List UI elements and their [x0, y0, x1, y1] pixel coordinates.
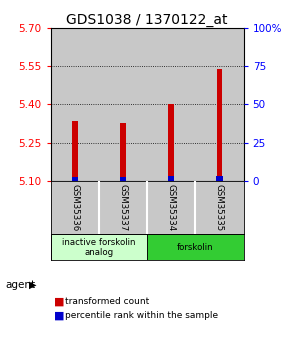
- Text: inactive forskolin
analog: inactive forskolin analog: [62, 238, 136, 257]
- Bar: [120, 177, 126, 181]
- Text: ■: ■: [54, 311, 64, 321]
- Bar: [147, 234, 244, 260]
- Text: agent: agent: [6, 280, 36, 289]
- Text: transformed count: transformed count: [65, 297, 150, 306]
- Bar: [51, 234, 147, 260]
- Text: ▶: ▶: [29, 280, 37, 289]
- Bar: [168, 104, 174, 181]
- Text: GSM35337: GSM35337: [119, 184, 128, 231]
- Bar: [217, 69, 222, 181]
- Bar: [72, 121, 78, 181]
- Bar: [147, 28, 195, 181]
- Text: GSM35335: GSM35335: [215, 184, 224, 231]
- Bar: [72, 177, 78, 181]
- Text: forskolin: forskolin: [177, 243, 214, 252]
- Bar: [51, 28, 99, 181]
- Bar: [168, 176, 174, 181]
- Bar: [99, 28, 147, 181]
- Text: GSM35334: GSM35334: [167, 184, 176, 231]
- Bar: [195, 28, 244, 181]
- Title: GDS1038 / 1370122_at: GDS1038 / 1370122_at: [66, 12, 228, 27]
- Text: ■: ■: [54, 297, 64, 307]
- Bar: [120, 123, 126, 181]
- Text: percentile rank within the sample: percentile rank within the sample: [65, 311, 218, 320]
- Bar: [216, 176, 222, 181]
- Text: GSM35336: GSM35336: [70, 184, 79, 231]
